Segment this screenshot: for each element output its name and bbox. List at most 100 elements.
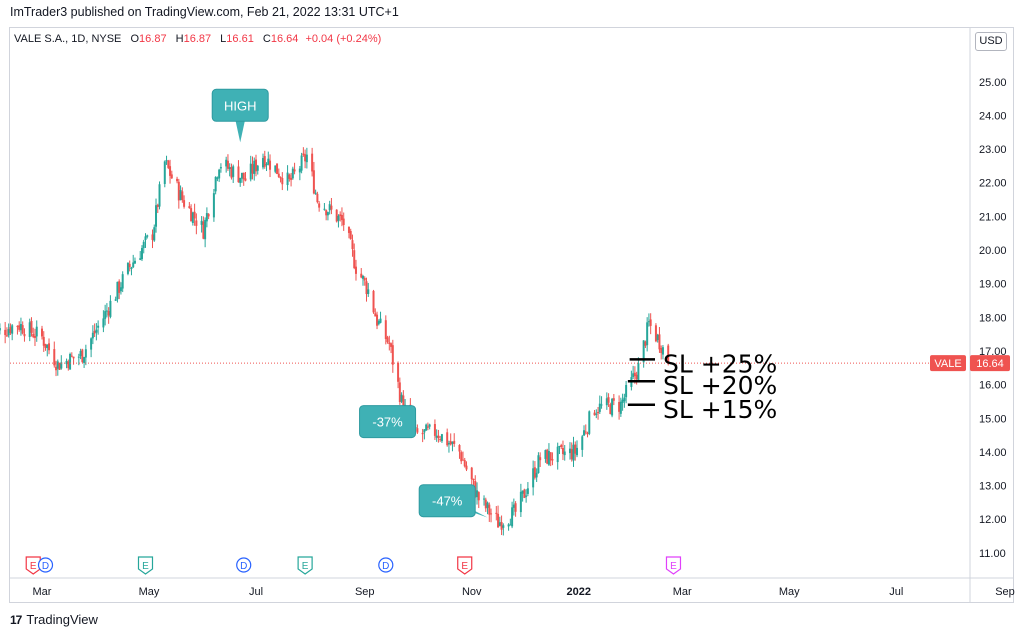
symbol-price-tag	[930, 355, 966, 372]
candle-body	[637, 363, 640, 381]
earnings-marker	[137, 556, 154, 575]
candle-body	[439, 439, 442, 441]
earnings-marker	[25, 556, 41, 575]
candle-body	[512, 504, 515, 508]
candle-body	[607, 397, 610, 403]
candle-body	[30, 320, 33, 333]
last-price-tag	[970, 355, 1010, 372]
candle-body	[391, 345, 394, 365]
price-tick-label: 20.00	[979, 245, 1007, 257]
candle-body	[328, 204, 331, 211]
price-tick-label: 15.00	[979, 413, 1007, 425]
stop-loss-label: SL +15%	[663, 395, 777, 424]
candle-body	[484, 499, 487, 509]
candle-body	[349, 231, 352, 240]
time-tick-label: 2022	[567, 586, 591, 598]
candle-body	[453, 440, 456, 444]
candle-body	[398, 382, 401, 403]
candle-body	[263, 156, 266, 167]
candle-body	[502, 525, 505, 528]
candle-body	[305, 154, 308, 163]
price-tick-label: 17.00	[979, 346, 1007, 358]
candle-body	[179, 190, 182, 200]
candle-body	[226, 160, 229, 169]
candle-body	[277, 173, 280, 177]
candle-body	[488, 504, 491, 515]
candle-body	[251, 164, 254, 174]
candle-body	[44, 343, 47, 348]
candle-body	[177, 181, 180, 201]
candle-body	[200, 220, 203, 225]
candle-body	[207, 214, 210, 217]
candle-body	[267, 158, 270, 165]
candle-body	[507, 524, 510, 527]
candle-body	[91, 332, 94, 339]
candle-body	[539, 457, 542, 461]
candle-body	[19, 324, 22, 331]
candle-body	[146, 235, 149, 237]
candle-body	[170, 174, 173, 179]
candle-body	[402, 395, 405, 413]
candle-body	[142, 241, 145, 249]
candle-body	[511, 507, 514, 527]
candle-body	[79, 351, 82, 357]
candle-body	[379, 318, 382, 323]
candle-body	[416, 428, 419, 433]
candle-body	[584, 431, 587, 433]
candle-body	[218, 169, 221, 179]
candle-body	[600, 404, 603, 406]
time-tick-label: Sep	[995, 586, 1015, 598]
candle-body	[116, 281, 119, 300]
candle-body	[646, 322, 649, 346]
time-tick-label: Mar	[673, 586, 692, 598]
candle-body	[205, 213, 208, 222]
candle-body	[483, 498, 486, 500]
symbol-info[interactable]: VALE S.A., 1D, NYSE	[14, 33, 122, 45]
earnings-marker	[297, 556, 313, 575]
low-value: 16.61	[226, 33, 254, 45]
candle-body	[304, 154, 307, 162]
candle-body	[72, 356, 75, 359]
dividend-marker	[37, 557, 54, 573]
price-tick-label: 12.00	[979, 514, 1007, 526]
candle-body	[642, 340, 645, 363]
tradingview-logo[interactable]: 17 TradingView	[10, 612, 98, 627]
candle-body	[202, 221, 205, 239]
candle-body	[0, 328, 1, 331]
candle-body	[140, 248, 143, 260]
candle-body	[119, 287, 122, 292]
candle-body	[53, 349, 56, 366]
candle-body	[240, 172, 243, 179]
candle-body	[253, 160, 256, 174]
candle-body	[139, 258, 142, 260]
candle-body	[397, 362, 400, 382]
time-tick-label: Nov	[462, 586, 482, 598]
candle-body	[472, 478, 475, 481]
candle-body	[551, 459, 554, 461]
earnings-marker	[665, 556, 682, 575]
candle-body	[390, 343, 393, 347]
candle-body	[21, 325, 24, 334]
candle-body	[23, 334, 26, 337]
candle-body	[216, 177, 219, 179]
candle-body	[654, 325, 657, 342]
candle-body	[509, 524, 512, 526]
candle-body	[451, 441, 454, 444]
candle-body	[191, 212, 194, 224]
candle-body	[495, 512, 498, 514]
candle-body	[48, 343, 51, 351]
currency-button[interactable]: USD	[975, 32, 1007, 51]
candle-body	[7, 329, 10, 336]
price-tick-label: 21.00	[979, 211, 1007, 223]
candle-body	[144, 236, 147, 241]
candle-body	[5, 335, 8, 337]
candle-body	[95, 329, 98, 333]
candle-body	[440, 434, 443, 442]
candle-body	[118, 281, 121, 293]
symbol-price-tag-label: VALE	[934, 358, 961, 370]
candle-body	[486, 502, 489, 508]
stop-loss-label: SL +20%	[663, 371, 777, 400]
candle-body	[311, 153, 314, 172]
candle-body	[42, 336, 45, 346]
